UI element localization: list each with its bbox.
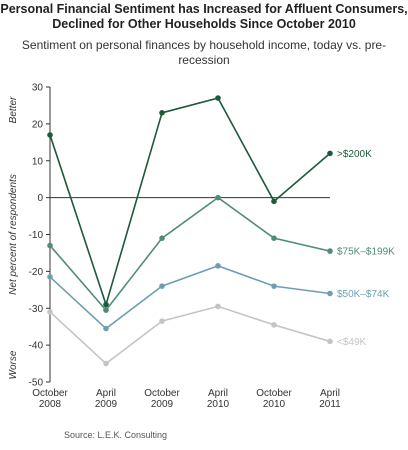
data-point xyxy=(271,198,277,205)
y-tick-label: -40 xyxy=(29,341,44,352)
x-tick-label: April 2009 xyxy=(95,388,118,410)
data-point xyxy=(215,303,221,310)
y-tick-label: -10 xyxy=(29,230,44,241)
series-line xyxy=(49,305,331,365)
chart-subtitle: Sentiment on personal finances by househ… xyxy=(21,38,387,67)
x-tick-label: October 2010 xyxy=(256,388,292,410)
data-point xyxy=(215,95,221,101)
data-point xyxy=(159,235,165,241)
x-tick-label: October 2009 xyxy=(144,388,180,410)
x-tick-label: October 2008 xyxy=(32,388,68,410)
series-label: $75K–$199K xyxy=(337,247,395,258)
data-point xyxy=(159,318,165,324)
data-point xyxy=(47,242,53,249)
y-tick-label: -50 xyxy=(29,378,44,389)
data-point xyxy=(327,150,333,157)
data-point xyxy=(47,274,53,280)
data-point xyxy=(271,322,277,328)
y-axis-label: Net percent of respondents xyxy=(8,174,19,295)
data-point xyxy=(103,325,109,332)
data-point xyxy=(327,338,333,345)
data-point xyxy=(47,309,53,315)
data-point xyxy=(159,110,165,116)
y-tick-label: 20 xyxy=(32,119,44,130)
series-line xyxy=(49,196,331,312)
x-tick-label: April 2010 xyxy=(207,388,230,410)
series-label: >$200K xyxy=(337,149,372,160)
y-tick-label: -20 xyxy=(29,267,44,278)
source-note: Source: L.E.K. Consulting xyxy=(64,430,168,440)
y-tick-label: 30 xyxy=(32,83,44,94)
data-point xyxy=(103,360,109,367)
data-point xyxy=(159,283,165,289)
data-point xyxy=(103,301,109,308)
series-line xyxy=(49,97,331,308)
x-tick-label: April 2011 xyxy=(319,388,341,410)
data-point xyxy=(271,235,277,241)
data-point xyxy=(215,263,221,269)
series-label: $50K–$74K xyxy=(337,289,390,300)
y-tick-label: 0 xyxy=(37,193,43,204)
data-point xyxy=(327,248,333,254)
data-point xyxy=(215,194,221,201)
data-point xyxy=(103,307,109,313)
chart-title: Personal Financial Sentiment has Increas… xyxy=(0,2,408,31)
y-tick-label: -30 xyxy=(29,304,44,315)
y-axis-label-worse: Worse xyxy=(8,350,19,379)
series-label: <$49K xyxy=(337,337,367,348)
data-point xyxy=(327,290,333,297)
series-line xyxy=(49,264,331,330)
data-point xyxy=(47,132,53,138)
y-tick-label: 10 xyxy=(32,156,44,167)
data-point xyxy=(271,283,277,289)
y-axis-label-better: Better xyxy=(8,96,19,123)
